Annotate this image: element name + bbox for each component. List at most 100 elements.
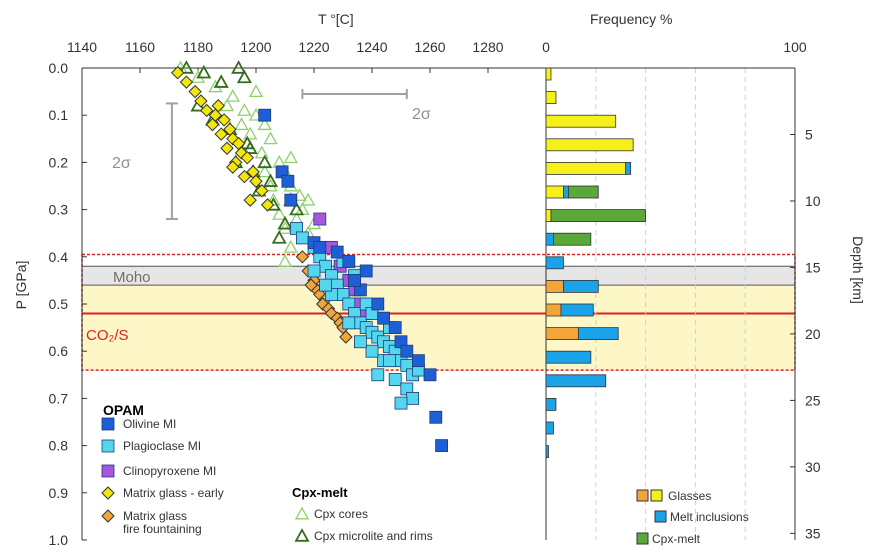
co2s-band [82,285,795,371]
points-layer [170,60,449,453]
matrix_early-legend-label: Matrix glass - early [123,486,224,500]
fire-fountaining-bar [545,327,579,341]
olivine-point [388,321,402,335]
pressure-tick-label: 0.1 [49,107,69,123]
cpx_rim-point [242,140,258,154]
cpx_rim-point [236,69,252,84]
bands-layer [81,253,796,371]
melt-inclusions-bar [563,279,599,293]
matrix_fire-legend-symbol [101,509,115,523]
cpx_core-point [283,240,298,253]
olivine-point [377,311,391,325]
pressure-tick-label: 0.3 [49,202,69,218]
pressure-tick-label: 0.4 [49,249,69,265]
pressure-tick-label: 0.5 [49,296,69,312]
y-axis-title-pressure: P [GPa] [13,261,29,310]
plagioclase-point [342,316,356,330]
cpx_core-point [243,126,258,140]
depth-tick-label: 15 [805,259,821,275]
cpx-melt-legend-label: Cpx-melt [652,532,701,546]
temperature-tick-label: 1140 [67,39,97,55]
cpx_rim-point [257,154,273,169]
melt-legend-label: Melt inclusions [670,510,749,524]
pressure-tick-label: 1.0 [49,532,69,548]
cpx_rim-point [271,230,287,244]
matrix_early-point [217,113,231,127]
cpx_core-point [254,145,269,159]
olivine-point [342,255,356,268]
olivine-point [313,240,327,254]
melt-inclusions-bar [545,445,549,459]
cpx_core-point [225,88,240,102]
melt-inclusions-bar [545,256,564,270]
cpx_core-point [234,117,249,131]
olivine-point [258,108,272,122]
glasses-bar [545,209,552,223]
matrix_early-point [249,174,263,188]
frequency-tick-label: 0 [542,39,550,55]
olivine-legend-label: Olivine MI [123,417,176,431]
matrix_fire-legend-label: fire fountaining [123,522,202,536]
olivine-point [429,410,443,424]
cpx_core-point [257,164,272,178]
cpx-melt-bar [568,185,599,199]
plagioclase-point [307,264,321,278]
x-axis-title-temperature: T °[C] [318,11,354,27]
olivine-point [371,297,385,311]
fire-fountaining-bar [545,303,562,317]
temperature-tick-label: 1280 [472,39,503,55]
pressure-tick-label: 0.0 [49,60,69,76]
glasses-legend-swatch [636,489,649,502]
two-sigma-temperature-label: 2σ [412,106,431,123]
depth-tick-label: 30 [805,459,821,475]
matrix_early-point [199,103,214,118]
melt-inclusions-bar [625,161,632,175]
plagioclase-point [365,344,379,358]
cpx_rim-point [178,60,194,74]
melt-inclusions-bar [545,421,554,435]
matrix_fire-legend-label: Matrix glass [123,509,187,523]
glasses-bar [545,185,564,199]
olivine-point [348,273,362,287]
melt-inclusions-bar [545,350,592,364]
matrix_early-point [214,127,228,141]
plagioclase-point [319,278,333,292]
cpx_rim-point [231,60,247,74]
clinopyroxene-point [313,212,327,226]
matrix_early-point [226,160,240,174]
cpx_core-legend-symbol [294,506,310,520]
two-sigma-pressure-label: 2σ [112,155,131,172]
plagioclase-point [394,396,408,410]
cpx_rim-point [196,64,212,79]
cpx_core-point [257,117,272,131]
cpx_core-point [263,131,278,145]
fire-fountaining-bar [545,279,564,293]
glasses-bar [545,114,617,128]
cpx_core-point [237,103,252,116]
olivine-point [400,344,414,358]
plagioclase-point [382,354,396,368]
cpx_rim-point [277,215,293,230]
matrix_early-point [179,75,194,89]
matrix_early-legend-symbol [101,486,115,500]
olivine-point [435,439,449,453]
moho-label: Moho [113,269,151,286]
matrix_early-point [211,99,226,113]
plagioclase-point [371,368,385,382]
depth-tick-label: 10 [805,193,821,209]
temperature-tick-label: 1240 [356,39,387,55]
matrix_early-point [237,169,252,184]
olivine-point [423,368,437,382]
pressure-tick-label: 0.2 [49,154,69,170]
matrix_early-point [220,141,234,155]
cpx_core-point [248,84,264,98]
matrix_early-point [194,94,208,108]
cpx_rim-legend-label: Cpx microlite and rims [314,529,433,543]
glasses-legend-label: Glasses [668,489,711,503]
matrix_early-point [170,66,185,80]
pressure-tick-label: 0.9 [49,485,69,501]
pressure-tick-label: 0.7 [49,390,69,406]
cpx-melt-bar [553,232,592,246]
bars-layer [545,67,646,459]
